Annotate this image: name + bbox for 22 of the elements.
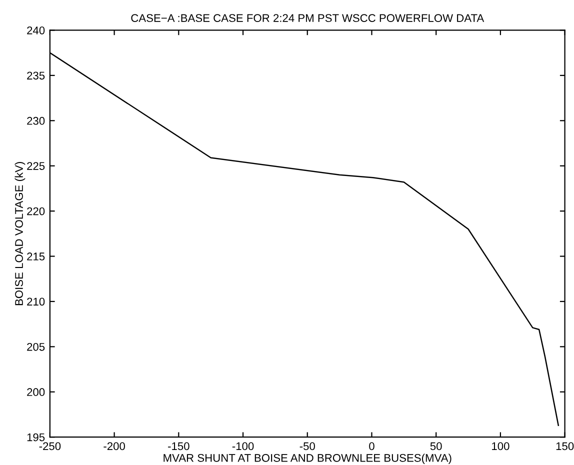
y-tick-label: 210 (27, 298, 45, 306)
y-tick-label: 230 (27, 116, 45, 125)
x-tick-label: -150 (168, 442, 190, 450)
x-tick-label: -200 (104, 442, 125, 450)
y-tick-label: 195 (27, 433, 45, 442)
y-tick-label: 220 (27, 207, 45, 216)
y-tick-label: 200 (27, 388, 45, 396)
y-tick-label: 215 (27, 252, 45, 260)
x-tick-label: 0 (369, 442, 374, 450)
x-tick-label: -250 (39, 442, 61, 450)
x-tick-label: 50 (430, 442, 442, 450)
y-tick-label: 205 (27, 342, 45, 351)
y-tick-label: 240 (27, 26, 45, 34)
x-tick-label: -100 (232, 442, 254, 450)
y-tick-label: 225 (27, 162, 45, 170)
y-axis-title: BOISE LOAD VOLTAGE (kV) (14, 162, 26, 306)
x-axis-title: MVAR SHUNT AT BOISE AND BROWNLEE BUSES(MVA) (164, 454, 452, 464)
chart-title: CASE−A :BASE CASE FOR 2:24 PM PST WSCC POWERFLOW DATA (131, 14, 484, 22)
x-tick-label: -50 (300, 442, 315, 450)
y-tick-label: 235 (27, 72, 45, 80)
x-tick-label: 100 (492, 442, 510, 450)
x-tick-label: 150 (556, 442, 574, 450)
